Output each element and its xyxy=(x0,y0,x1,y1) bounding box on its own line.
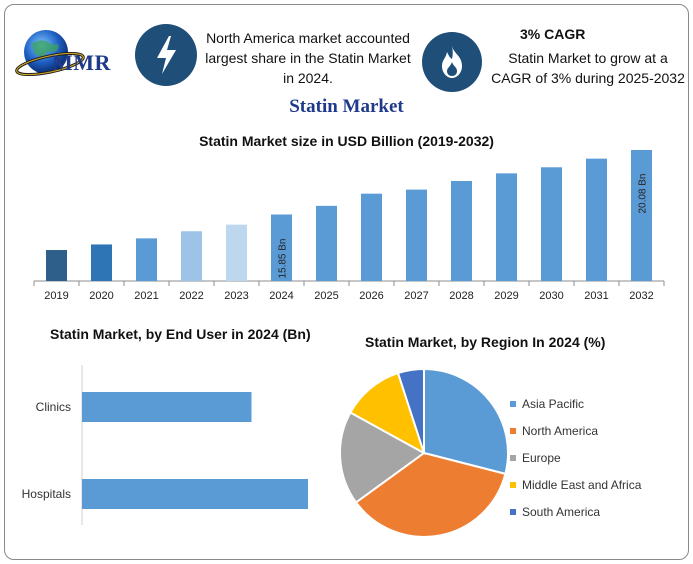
legend-label: Europe xyxy=(522,450,561,465)
x-tick-label: 2027 xyxy=(404,290,428,300)
legend-swatch xyxy=(510,427,516,434)
bar-2030 xyxy=(541,167,562,281)
bar-2031 xyxy=(586,158,607,281)
bar-2028 xyxy=(451,180,472,281)
bar-2025 xyxy=(316,205,337,281)
y-tick-label: Clinics xyxy=(36,400,71,414)
region-pie-chart xyxy=(339,367,509,538)
bar-2032 xyxy=(631,150,652,281)
region-legend: Asia Pacific North America Europe Middle Ea… xyxy=(510,390,641,525)
legend-swatch xyxy=(510,508,516,515)
bar-2019 xyxy=(46,250,67,281)
bar-2022 xyxy=(181,231,202,281)
pie-slice-asia-pacific xyxy=(423,367,509,476)
x-tick-label: 2026 xyxy=(359,290,383,300)
market-size-bar-chart: 2019 2020 2021 2022 2023 2024 2025 2026 2027 2028… xyxy=(33,150,665,300)
bar-hospitals xyxy=(82,479,308,509)
end-user-chart-title: Statin Market, by End User in 2024 (Bn) xyxy=(50,326,311,342)
x-tick-label: 2030 xyxy=(539,290,563,300)
legend-label: Asia Pacific xyxy=(522,396,585,411)
legend-swatch xyxy=(510,400,516,407)
logo-text: MMR xyxy=(52,50,111,75)
pie-slice-north-america xyxy=(354,451,507,538)
flame-icon xyxy=(422,32,482,92)
x-tick-label: 2031 xyxy=(584,290,608,300)
legend-item: North America xyxy=(510,417,641,444)
legend-label: North America xyxy=(522,423,599,438)
x-tick-label: 2032 xyxy=(629,290,653,300)
bar-clinics xyxy=(82,392,252,422)
bar-2024 xyxy=(271,214,292,281)
x-tick-label: 2028 xyxy=(449,290,473,300)
x-tick-label: 2019 xyxy=(44,290,68,300)
region-chart-title: Statin Market, by Region In 2024 (%) xyxy=(365,334,606,350)
y-tick-label: Hospitals xyxy=(22,487,71,501)
end-user-bar-chart: Clinics Hospitals xyxy=(22,365,308,525)
legend-label: Middle East and Africa xyxy=(522,477,642,492)
data-label: 20.08 Bn xyxy=(638,174,649,214)
page-title: Statin Market xyxy=(289,96,404,117)
legend-item: Middle East and Africa xyxy=(510,471,641,498)
bar-2023 xyxy=(226,224,247,281)
legend-swatch xyxy=(510,454,516,461)
pie-slice-middle-east-and-africa xyxy=(349,371,426,456)
x-tick-label: 2022 xyxy=(179,290,203,300)
mmr-logo xyxy=(14,24,132,84)
cagr-title: 3% CAGR xyxy=(520,26,586,42)
bar-2026 xyxy=(361,193,382,281)
bar-2020 xyxy=(91,244,112,281)
market-share-note: North America market accounted largest s… xyxy=(205,30,411,86)
legend-item: South America xyxy=(510,498,641,525)
bar-2021 xyxy=(136,238,157,281)
lightning-icon xyxy=(135,24,197,86)
pie-slice-south-america xyxy=(396,367,425,454)
x-tick-label: 2024 xyxy=(269,290,293,300)
x-tick-label: 2025 xyxy=(314,290,338,300)
pie-slice-europe xyxy=(339,411,426,504)
data-label: 15.85 Bn xyxy=(278,238,289,278)
bar-2029 xyxy=(496,173,517,281)
legend-item: Asia Pacific xyxy=(510,390,641,417)
bar-2027 xyxy=(406,189,427,281)
x-tick-label: 2029 xyxy=(494,290,518,300)
x-tick-label: 2020 xyxy=(89,290,113,300)
legend-swatch xyxy=(510,481,516,488)
legend-label: South America xyxy=(522,504,601,519)
legend-item: Europe xyxy=(510,444,641,471)
x-tick-label: 2021 xyxy=(134,290,158,300)
bar-chart-title: Statin Market size in USD Billion (2019-… xyxy=(199,133,494,149)
x-tick-label: 2023 xyxy=(224,290,248,300)
cagr-note: Statin Market to grow at a CAGR of 3% du… xyxy=(491,50,685,86)
